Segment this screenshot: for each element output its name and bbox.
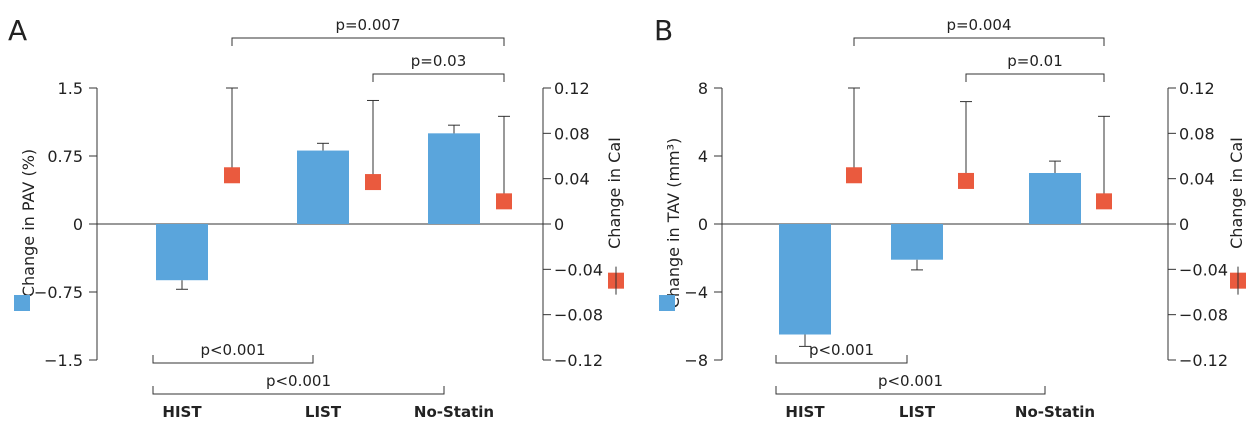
top-significance-bracket xyxy=(231,37,505,46)
bottom-significance-bracket xyxy=(152,386,445,395)
point-list xyxy=(365,174,381,191)
bottom-significance-bracket xyxy=(775,386,1046,395)
right-tick-label: 0.08 xyxy=(554,124,590,143)
bar-no-statin xyxy=(1029,173,1081,224)
panel-label: A xyxy=(8,14,27,47)
bottom-p-value: p<0.001 xyxy=(200,341,265,359)
point-hist xyxy=(846,167,862,184)
chart-panel-a: A 1.5 0.75 0 −0.75 −1.5 0.12 0.08 0.04 0 −0.04 −0.0… xyxy=(8,14,624,421)
right-tick-label: −0.08 xyxy=(1179,306,1228,325)
category-label: No-Statin xyxy=(414,403,494,421)
point-hist xyxy=(224,167,240,184)
left-tick-label: −8 xyxy=(684,351,708,370)
left-tick-label: 0 xyxy=(73,215,83,234)
right-tick-label: 0.12 xyxy=(554,79,590,98)
bar-list xyxy=(891,224,943,260)
right-tick-label: 0.12 xyxy=(1179,79,1215,98)
left-tick-label: −1.5 xyxy=(44,351,83,370)
point-list xyxy=(958,172,974,189)
right-axis-label: Change in CaI xyxy=(1227,137,1246,249)
category-label: LIST xyxy=(305,403,342,421)
bar-legend-swatch xyxy=(659,295,675,311)
category-label: HIST xyxy=(162,403,202,421)
top-significance-bracket xyxy=(965,73,1105,82)
right-axis-label: Change in CaI xyxy=(605,137,624,249)
bar-list xyxy=(297,150,349,224)
left-tick-label: −4 xyxy=(684,283,708,302)
bar-hist xyxy=(156,224,208,281)
top-p-value: p=0.004 xyxy=(946,16,1011,34)
category-label: HIST xyxy=(785,403,825,421)
chart-panel-b: B 8 4 0 −4 −8 0.12 0.08 0.04 0 −0.04 −0.08 −0.12 Chan… xyxy=(654,14,1246,421)
top-p-value: p=0.01 xyxy=(1007,52,1063,70)
right-tick-label: 0 xyxy=(554,215,564,234)
left-tick-label: 4 xyxy=(698,147,708,166)
top-significance-bracket xyxy=(853,37,1105,46)
left-axis-label: Change in TAV (mm³) xyxy=(664,138,683,309)
right-tick-label: 0.08 xyxy=(1179,124,1215,143)
left-tick-label: 1.5 xyxy=(58,79,83,98)
right-tick-label: 0.04 xyxy=(1179,170,1215,189)
panel-label: B xyxy=(654,14,673,47)
bottom-significance-bracket xyxy=(152,355,314,364)
bottom-significance-bracket xyxy=(775,355,908,364)
left-tick-label: 8 xyxy=(698,79,708,98)
bottom-p-value: p<0.001 xyxy=(809,341,874,359)
left-axis-label: Change in PAV (%) xyxy=(19,149,38,297)
top-significance-bracket xyxy=(372,73,505,82)
bar-hist xyxy=(779,224,831,335)
right-tick-label: 0 xyxy=(1179,215,1189,234)
bottom-p-value: p<0.001 xyxy=(266,372,331,390)
right-tick-label: 0.04 xyxy=(554,170,590,189)
left-tick-label: 0 xyxy=(698,215,708,234)
point-no-statin xyxy=(496,193,512,210)
point-no-statin xyxy=(1096,193,1112,210)
right-tick-label: −0.04 xyxy=(1179,260,1228,279)
category-label: LIST xyxy=(899,403,936,421)
top-p-value: p=0.007 xyxy=(335,16,400,34)
left-tick-label: 0.75 xyxy=(47,147,83,166)
right-tick-label: −0.04 xyxy=(554,260,603,279)
bottom-p-value: p<0.001 xyxy=(878,372,943,390)
category-label: No-Statin xyxy=(1015,403,1095,421)
bar-no-statin xyxy=(428,133,480,224)
bar-legend-swatch xyxy=(14,295,30,311)
right-tick-label: −0.12 xyxy=(554,351,603,370)
left-tick-label: −0.75 xyxy=(34,283,83,302)
right-tick-label: −0.08 xyxy=(554,306,603,325)
right-tick-label: −0.12 xyxy=(1179,351,1228,370)
top-p-value: p=0.03 xyxy=(411,52,467,70)
